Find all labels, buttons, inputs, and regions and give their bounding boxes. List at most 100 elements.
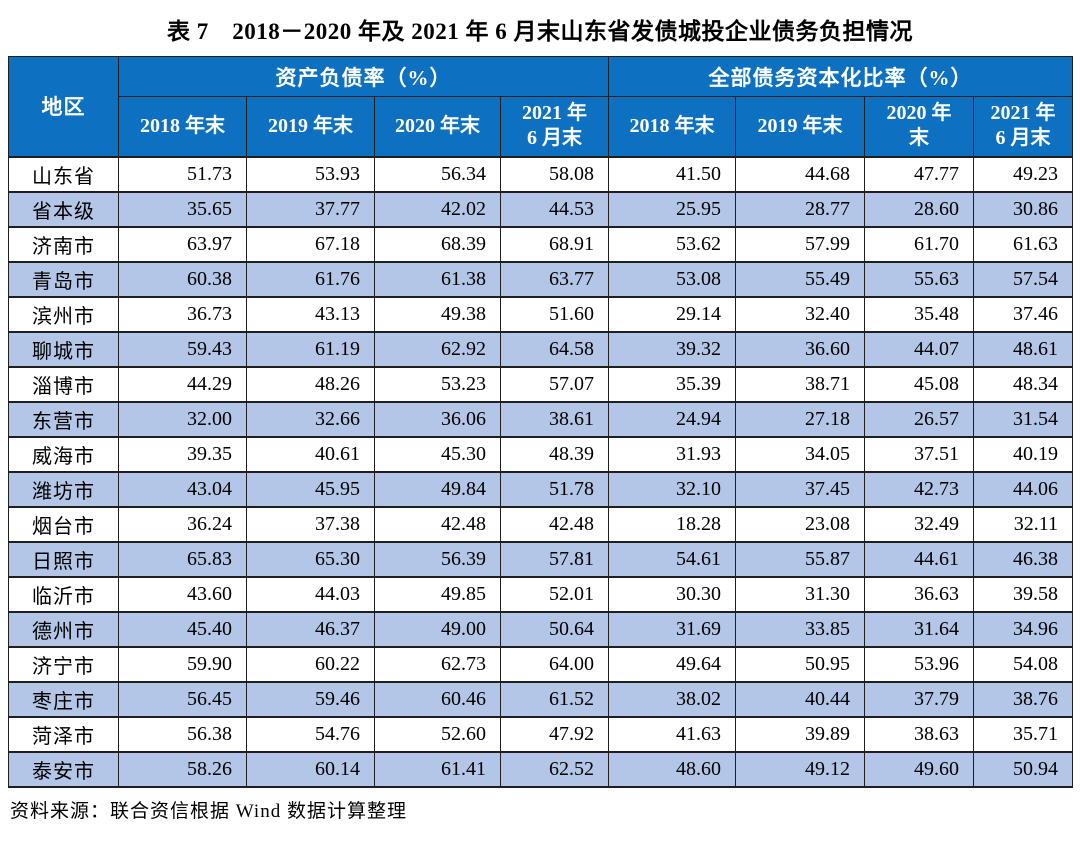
value-cell: 65.30 [246,540,375,578]
value-cell: 59.43 [118,330,247,368]
value-cell: 33.85 [735,610,865,648]
value-cell: 39.32 [608,330,736,368]
value-cell: 59.90 [118,645,247,683]
value-cell: 49.64 [608,645,736,683]
value-cell: 32.00 [118,400,247,438]
value-cell: 38.71 [735,365,865,403]
value-cell: 49.38 [374,295,501,333]
value-cell: 26.57 [864,400,974,438]
value-cell: 64.58 [500,330,609,368]
value-cell: 24.94 [608,400,736,438]
value-cell: 43.04 [118,470,247,508]
table-row: 临沂市 43.60 44.03 49.85 52.01 30.30 31.30 36.63 39… [8,575,1073,613]
value-cell: 63.77 [500,260,609,298]
value-cell: 52.60 [374,715,501,753]
value-cell: 38.76 [973,680,1073,718]
value-cell: 32.40 [735,295,865,333]
value-cell: 68.91 [500,225,609,263]
value-cell: 50.94 [973,750,1073,788]
region-cell: 淄博市 [8,365,119,403]
region-cell: 菏泽市 [8,715,119,753]
value-cell: 60.14 [246,750,375,788]
table-row: 泰安市 58.26 60.14 61.41 62.52 48.60 49.12 49.60 50… [8,750,1073,788]
value-cell: 53.23 [374,365,501,403]
value-cell: 42.02 [374,190,501,228]
column-header-region: 地区 [8,56,119,157]
table-row: 东营市 32.00 32.66 36.06 38.61 24.94 27.18 26.57 31… [8,400,1073,438]
value-cell: 25.95 [608,190,736,228]
value-cell: 55.87 [735,540,865,578]
value-cell: 46.38 [973,540,1073,578]
table-row: 聊城市 59.43 61.19 62.92 64.58 39.32 36.60 44.07 48… [8,330,1073,368]
value-cell: 40.61 [246,435,375,473]
value-cell: 62.92 [374,330,501,368]
value-cell: 37.51 [864,435,974,473]
value-cell: 42.48 [374,505,501,543]
value-cell: 31.69 [608,610,736,648]
region-cell: 潍坊市 [8,470,119,508]
value-cell: 57.54 [973,260,1073,298]
value-cell: 61.76 [246,260,375,298]
value-cell: 46.37 [246,610,375,648]
value-cell: 50.64 [500,610,609,648]
value-cell: 39.58 [973,575,1073,613]
region-cell: 烟台市 [8,505,119,543]
value-cell: 44.03 [246,575,375,613]
value-cell: 43.13 [246,295,375,333]
value-cell: 44.53 [500,190,609,228]
value-cell: 40.19 [973,435,1073,473]
value-cell: 44.29 [118,365,247,403]
value-cell: 55.49 [735,260,865,298]
group-header-row: 地区 资产负债率（%） 全部债务资本化比率（%） [8,56,1073,157]
table-row: 日照市 65.83 65.30 56.39 57.81 54.61 55.87 44.61 46… [8,540,1073,578]
value-cell: 27.18 [735,400,865,438]
value-cell: 49.85 [374,575,501,613]
value-cell: 48.39 [500,435,609,473]
region-cell: 东营市 [8,400,119,438]
value-cell: 49.60 [864,750,974,788]
column-header-g2-2: 2019 年末 [735,96,865,157]
value-cell: 48.60 [608,750,736,788]
value-cell: 62.52 [500,750,609,788]
value-cell: 61.38 [374,260,501,298]
value-cell: 60.38 [118,260,247,298]
table-row: 济宁市 59.90 60.22 62.73 64.00 49.64 50.95 53.96 54… [8,645,1073,683]
value-cell: 36.06 [374,400,501,438]
value-cell: 61.70 [864,225,974,263]
value-cell: 54.08 [973,645,1073,683]
column-header-g2-3: 2020 年 末 [864,96,974,157]
value-cell: 67.18 [246,225,375,263]
table-row: 青岛市 60.38 61.76 61.38 63.77 53.08 55.49 55.63 57… [8,260,1073,298]
table-body: 山东省 51.73 53.93 56.34 58.08 41.50 44.68 47.77 49… [8,155,1073,788]
value-cell: 58.26 [118,750,247,788]
value-cell: 31.54 [973,400,1073,438]
value-cell: 56.45 [118,680,247,718]
column-header-g1-2: 2019 年末 [246,96,375,157]
region-cell: 青岛市 [8,260,119,298]
value-cell: 34.05 [735,435,865,473]
value-cell: 49.23 [973,155,1073,193]
value-cell: 37.46 [973,295,1073,333]
value-cell: 51.60 [500,295,609,333]
value-cell: 53.96 [864,645,974,683]
region-cell: 德州市 [8,610,119,648]
value-cell: 55.63 [864,260,974,298]
table-row: 淄博市 44.29 48.26 53.23 57.07 35.39 38.71 45.08 48… [8,365,1073,403]
value-cell: 60.22 [246,645,375,683]
table-title: 表 7 2018－2020 年及 2021 年 6 月末山东省发债城投企业债务负… [167,19,913,44]
value-cell: 31.93 [608,435,736,473]
column-header-g2-4: 2021 年 6 月末 [973,96,1073,157]
value-cell: 61.63 [973,225,1073,263]
value-cell: 37.45 [735,470,865,508]
group-header-debt-capitalization-ratio: 全部债务资本化比率（%） [608,56,1073,97]
value-cell: 65.83 [118,540,247,578]
value-cell: 30.30 [608,575,736,613]
value-cell: 28.60 [864,190,974,228]
table-row: 德州市 45.40 46.37 49.00 50.64 31.69 33.85 31.64 34… [8,610,1073,648]
value-cell: 37.38 [246,505,375,543]
table-row: 济南市 63.97 67.18 68.39 68.91 53.62 57.99 61.70 61… [8,225,1073,263]
region-cell: 省本级 [8,190,119,228]
value-cell: 61.19 [246,330,375,368]
table-header: 地区 资产负债率（%） 全部债务资本化比率（%） 2018 年末 2019 年末 2… [8,56,1073,157]
value-cell: 62.73 [374,645,501,683]
